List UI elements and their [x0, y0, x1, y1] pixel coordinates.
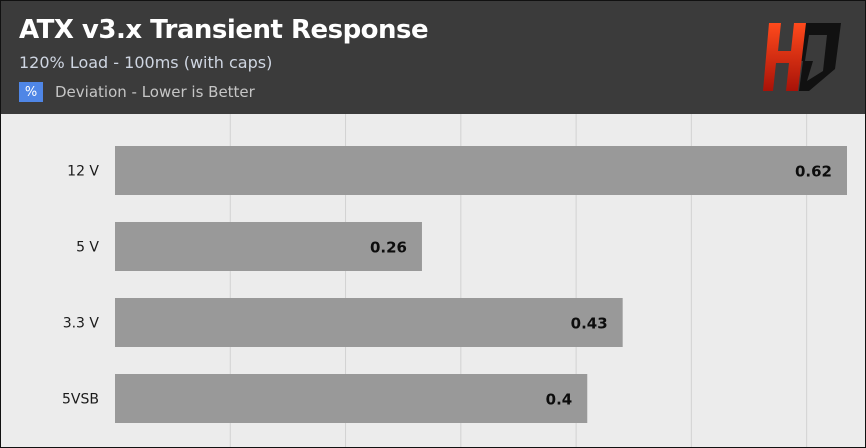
bar [115, 146, 847, 195]
chart-title: ATX v3.x Transient Response [19, 15, 429, 45]
bar [115, 298, 623, 347]
data-label: 0.26 [370, 239, 407, 257]
category-label: 5 V [76, 240, 99, 256]
chart-header: ATX v3.x Transient Response 120% Load - … [1, 1, 865, 114]
plot-area: 12 V 0.62 5 V 0.26 3.3 V 0.43 5VSB 0.4 [1, 114, 865, 447]
data-label: 0.43 [571, 315, 608, 333]
chart-subtitle: 120% Load - 100ms (with caps) [19, 53, 273, 72]
legend-percent-swatch: % [19, 82, 43, 102]
bar [115, 222, 422, 271]
hb-logo-icon [763, 23, 841, 91]
category-label: 3.3 V [63, 316, 100, 332]
bar-chart: 12 V 0.62 5 V 0.26 3.3 V 0.43 5VSB 0.4 [62, 114, 847, 447]
category-label: 12 V [67, 164, 99, 180]
data-label: 0.4 [546, 391, 573, 409]
bar [115, 374, 588, 423]
legend-label: Deviation - Lower is Better [55, 83, 255, 101]
category-label: 5VSB [62, 392, 99, 408]
data-label: 0.62 [795, 163, 832, 181]
chart-legend: % Deviation - Lower is Better [19, 82, 255, 102]
